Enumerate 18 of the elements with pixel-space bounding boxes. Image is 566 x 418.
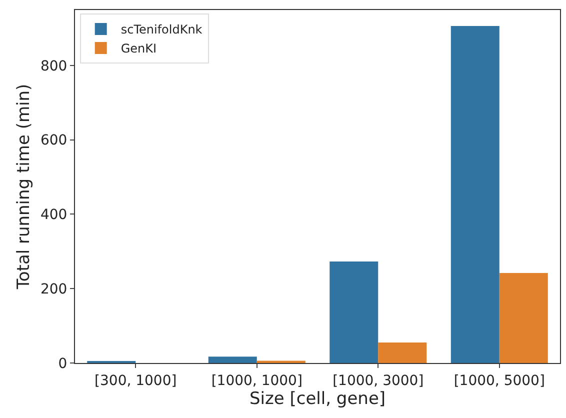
bar <box>208 356 257 363</box>
y-axis-title: Total running time (min) <box>14 84 34 290</box>
x-tick-label: [1000, 3000] <box>332 372 424 389</box>
y-tick-label: 800 <box>40 58 68 74</box>
y-tick-label: 600 <box>40 132 68 149</box>
bar <box>450 26 500 363</box>
x-tick-label: [1000, 5000] <box>454 372 545 389</box>
x-axis-title: Size [cell, gene] <box>249 389 386 410</box>
bar <box>499 272 548 363</box>
bar <box>378 342 427 363</box>
bar <box>330 261 378 363</box>
legend-label: scTenifoldKnk <box>120 22 202 37</box>
x-tick-label: [300, 1000] <box>94 372 177 389</box>
y-tick-label: 400 <box>40 207 68 224</box>
y-tick-label: 200 <box>40 282 68 298</box>
y-tick-label: 0 <box>58 356 68 372</box>
legend-label: GenKI <box>120 42 157 56</box>
x-tick-label: [1000, 1000] <box>211 372 302 389</box>
